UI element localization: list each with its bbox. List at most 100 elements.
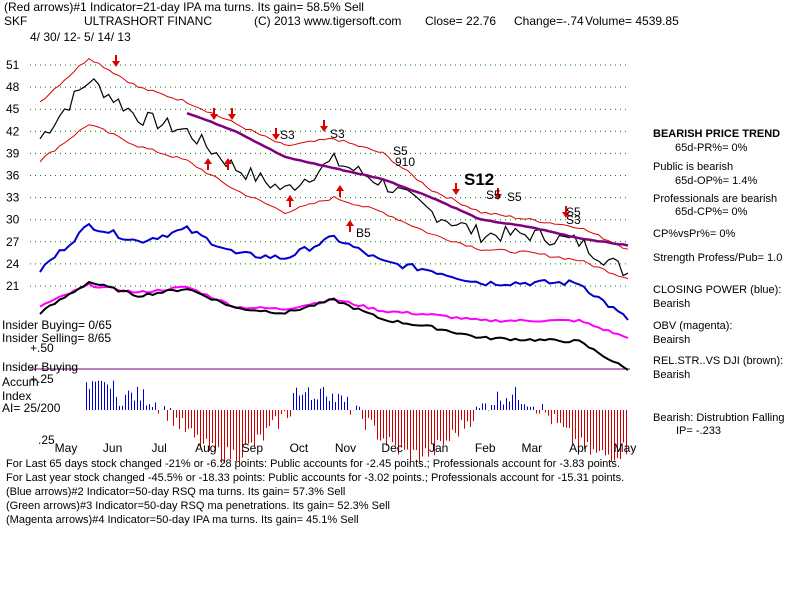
- obv-status: Beairsh: [653, 334, 691, 346]
- accum-bar: [410, 410, 411, 462]
- month-label: May: [55, 441, 78, 455]
- accum-bar: [413, 410, 414, 450]
- accum-bar: [110, 388, 111, 410]
- accum-bar: [611, 410, 612, 462]
- accum-bar: [227, 410, 228, 448]
- accum-bar: [347, 396, 348, 410]
- accum-label: Accum: [2, 375, 39, 389]
- buy-arrow-icon: [286, 195, 294, 207]
- accum-bar: [383, 410, 384, 439]
- accum-bar: [176, 410, 177, 418]
- accum-bar: [380, 410, 381, 441]
- accum-bar: [464, 410, 465, 429]
- accum-bar: [536, 410, 537, 414]
- month-label: Mar: [521, 441, 542, 455]
- accum-bar: [326, 396, 327, 410]
- accum-bar: [416, 410, 417, 451]
- accum-bar: [392, 410, 393, 443]
- accum-bar: [98, 380, 99, 410]
- accum-bar: [179, 410, 180, 430]
- accum-bar: [296, 387, 297, 410]
- lower-band-series: [39, 124, 629, 280]
- buy-arrow-icon: [346, 220, 354, 232]
- accum-bar: [128, 390, 129, 410]
- month-label: Nov: [335, 441, 356, 455]
- month-label: Sep: [242, 441, 264, 455]
- accum-bar: [332, 393, 333, 410]
- accum-bar: [482, 403, 483, 410]
- price-tick-label: 27: [6, 235, 20, 249]
- sell-arrow-icon: [228, 108, 236, 120]
- copyright: (C) 2013 www.tigersoft.com: [254, 14, 402, 28]
- accum-bar: [404, 410, 405, 450]
- price-tick-label: 21: [6, 279, 20, 293]
- professionals-status: Professionals are bearish: [653, 193, 778, 205]
- footer-year: For Last year stock changed -45.5% or -1…: [6, 472, 625, 484]
- month-label: Jul: [151, 441, 166, 455]
- accum-bar: [218, 410, 219, 448]
- accum-bar: [146, 405, 147, 410]
- signal-arrows: [112, 55, 570, 232]
- ticker: SKF: [4, 14, 28, 28]
- accum-bar: [527, 406, 528, 410]
- insider-buying-label: Insider Buying: [2, 360, 79, 374]
- accum-bar: [224, 410, 225, 464]
- accum-bar: [338, 393, 339, 410]
- accum-bar: [533, 406, 534, 410]
- indicator1-line: (Red arrows)#1 Indicator=21-day IPA ma t…: [4, 0, 364, 14]
- sell-arrow-icon: [272, 128, 280, 140]
- accum-bar: [428, 410, 429, 457]
- accum-bar: [212, 410, 213, 444]
- accum-bar: [143, 389, 144, 410]
- accum-bar: [233, 410, 234, 450]
- accum-bar: [323, 386, 324, 410]
- month-axis: May Jun Jul Aug Sep Oct Nov Dec Jan Feb Mar Apr May: [55, 441, 637, 455]
- accum-bar: [167, 410, 168, 421]
- accum-bar: [89, 388, 90, 410]
- accum-bar: [524, 404, 525, 410]
- accum-bar: [134, 400, 135, 410]
- footer-magenta-arrows: (Magenta arrows)#4 Indicator=50-day IPA …: [6, 514, 359, 526]
- accum-bar: [287, 410, 288, 418]
- accum-bar: [335, 402, 336, 410]
- accum-bar: [140, 400, 141, 410]
- accum-bar: [122, 405, 123, 410]
- footer-green-arrows: (Green arrows)#3 Indicator=50-day RSQ ma…: [6, 500, 390, 512]
- accum-bar: [506, 398, 507, 410]
- month-label: Oct: [290, 441, 309, 455]
- accum-bar: [119, 405, 120, 410]
- trend-title: BEARISH PRICE TREND: [653, 128, 781, 140]
- distribution-status: Bearish: Distrubtion Falling: [653, 412, 785, 424]
- accum-bar: [566, 410, 567, 428]
- signal-s3-b: S3: [330, 127, 345, 141]
- accum-bar: [425, 410, 426, 449]
- accum-bar: [569, 410, 570, 429]
- accum-bar: [572, 410, 573, 444]
- accum-bar: [209, 410, 210, 451]
- accum-bar: [155, 402, 156, 410]
- accum-bar: [575, 410, 576, 440]
- accum-bar: [461, 410, 462, 420]
- accum-bar: [422, 410, 423, 457]
- accum-bar: [284, 410, 285, 412]
- accum-bar: [101, 380, 102, 410]
- accum-bar: [254, 410, 255, 447]
- accum-bar: [191, 410, 192, 429]
- accum-bar: [608, 410, 609, 455]
- accum-bar: [596, 410, 597, 453]
- month-label: Feb: [475, 441, 496, 455]
- accum-bar: [311, 399, 312, 410]
- accum-bar: [479, 408, 480, 410]
- pr-value: 65d-PR%= 0%: [675, 142, 748, 154]
- buy-arrow-icon: [204, 158, 212, 170]
- accum-bar: [614, 410, 615, 461]
- price-tick-label: 42: [6, 124, 20, 138]
- accum-bar: [593, 410, 594, 450]
- accum-bar: [290, 410, 291, 417]
- ai-value: AI= 25/200: [2, 401, 61, 415]
- accum-bar: [473, 410, 474, 422]
- public-status: Public is bearish: [653, 161, 734, 173]
- accum-bar: [530, 406, 531, 410]
- signal-s5-a: S5: [393, 144, 408, 158]
- accum-bar: [275, 410, 276, 417]
